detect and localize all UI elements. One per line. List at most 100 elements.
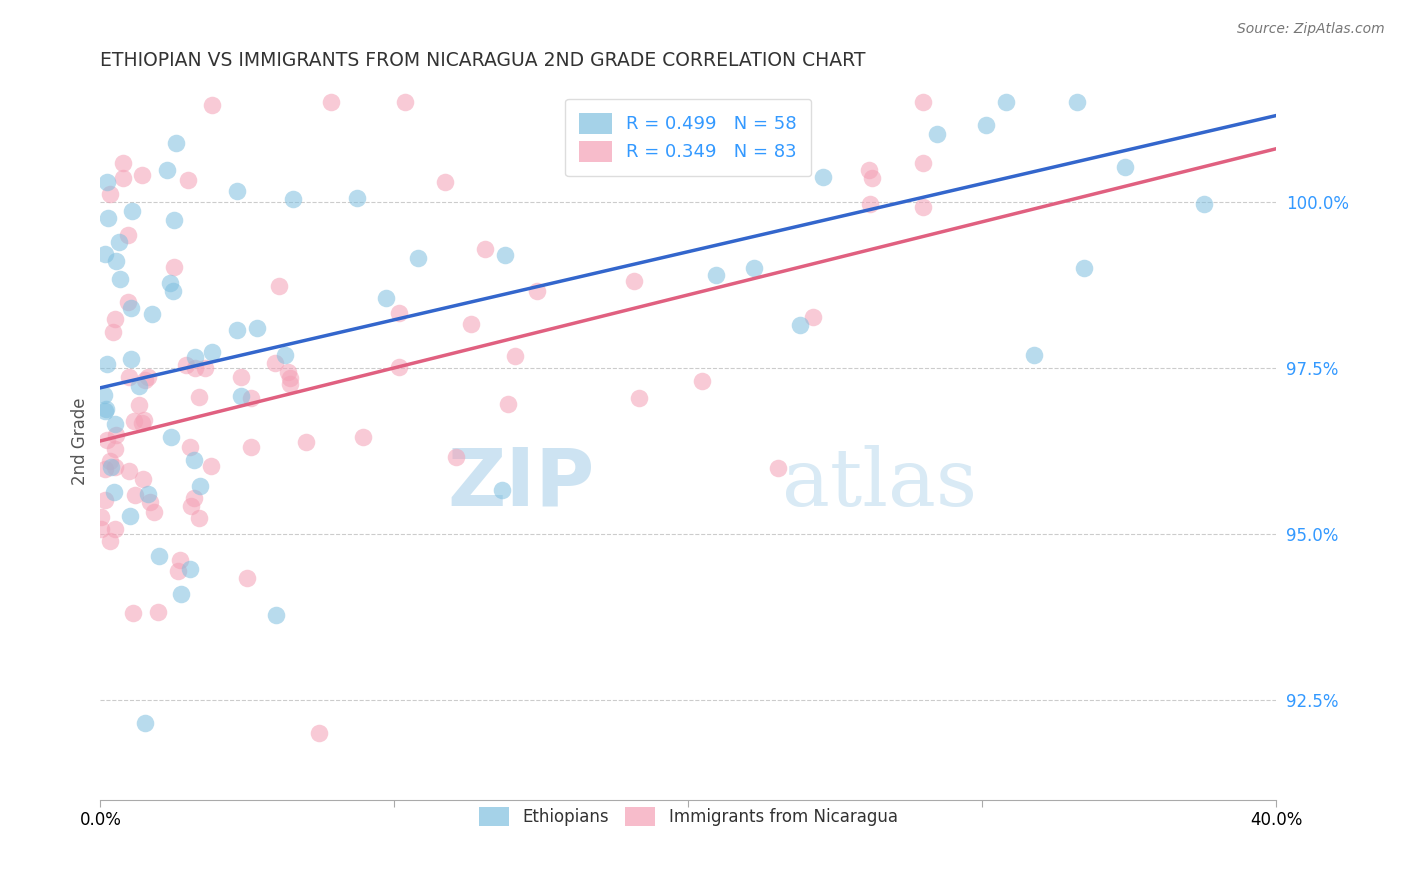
Point — [858, 163, 880, 178]
Point — [101, 325, 124, 339]
Point — [294, 435, 316, 450]
Point — [444, 450, 467, 464]
Point — [160, 430, 183, 444]
Point — [388, 306, 411, 320]
Point — [128, 398, 150, 412]
Point — [93, 388, 115, 402]
Point — [94, 404, 117, 418]
Text: ZIP: ZIP — [447, 445, 595, 523]
Point — [163, 260, 186, 275]
Point — [134, 413, 156, 427]
Point — [603, 158, 626, 172]
Point — [801, 310, 824, 324]
Point — [156, 163, 179, 178]
Point — [174, 359, 197, 373]
Point — [789, 318, 811, 333]
Point — [187, 390, 209, 404]
Point — [120, 301, 142, 315]
Point — [117, 227, 139, 242]
Point — [169, 586, 191, 600]
Point — [94, 462, 117, 476]
Point — [104, 253, 127, 268]
Point — [394, 95, 416, 110]
Point — [120, 351, 142, 366]
Point — [104, 442, 127, 456]
Point — [623, 274, 645, 288]
Point — [104, 522, 127, 536]
Point — [434, 175, 457, 189]
Point — [491, 483, 513, 498]
Point — [264, 356, 287, 370]
Point — [104, 460, 127, 475]
Point — [1022, 348, 1045, 362]
Point — [494, 248, 516, 262]
Point — [628, 392, 651, 406]
Point — [277, 365, 299, 379]
Point — [226, 323, 249, 337]
Point — [1114, 161, 1136, 175]
Point — [201, 344, 224, 359]
Point — [100, 459, 122, 474]
Point — [97, 211, 120, 226]
Point — [124, 487, 146, 501]
Y-axis label: 2nd Grade: 2nd Grade — [72, 397, 89, 484]
Point — [122, 414, 145, 428]
Point — [162, 285, 184, 299]
Point — [742, 260, 765, 275]
Point — [108, 272, 131, 286]
Point — [633, 124, 655, 138]
Point — [98, 454, 121, 468]
Point — [526, 284, 548, 298]
Point — [200, 459, 222, 474]
Text: Source: ZipAtlas.com: Source: ZipAtlas.com — [1237, 22, 1385, 37]
Point — [118, 509, 141, 524]
Point — [163, 212, 186, 227]
Point — [132, 473, 155, 487]
Point — [704, 268, 727, 282]
Point — [96, 176, 118, 190]
Point — [90, 522, 112, 536]
Point — [112, 171, 135, 186]
Point — [229, 389, 252, 403]
Point — [139, 495, 162, 509]
Point — [179, 440, 201, 454]
Text: ETHIOPIAN VS IMMIGRANTS FROM NICARAGUA 2ND GRADE CORRELATION CHART: ETHIOPIAN VS IMMIGRANTS FROM NICARAGUA 2… — [100, 51, 866, 70]
Point — [1066, 95, 1088, 110]
Point — [94, 492, 117, 507]
Point — [912, 155, 935, 169]
Point — [860, 171, 883, 186]
Point — [496, 397, 519, 411]
Point — [690, 375, 713, 389]
Point — [319, 95, 342, 110]
Point — [274, 348, 297, 362]
Point — [503, 349, 526, 363]
Point — [121, 203, 143, 218]
Point — [180, 499, 202, 513]
Point — [108, 235, 131, 250]
Point — [148, 549, 170, 563]
Point — [117, 295, 139, 310]
Point — [118, 370, 141, 384]
Point — [912, 95, 935, 110]
Point — [184, 360, 207, 375]
Point — [134, 715, 156, 730]
Point — [225, 184, 247, 198]
Point — [96, 357, 118, 371]
Point — [194, 360, 217, 375]
Point — [128, 378, 150, 392]
Point — [104, 417, 127, 431]
Point — [94, 246, 117, 260]
Point — [460, 317, 482, 331]
Point — [118, 464, 141, 478]
Point — [122, 606, 145, 620]
Point — [188, 479, 211, 493]
Point — [278, 376, 301, 391]
Point — [1073, 260, 1095, 275]
Point — [925, 127, 948, 141]
Point — [104, 312, 127, 326]
Point — [766, 461, 789, 475]
Point — [1194, 197, 1216, 211]
Point — [269, 278, 291, 293]
Point — [176, 173, 198, 187]
Point — [105, 428, 128, 442]
